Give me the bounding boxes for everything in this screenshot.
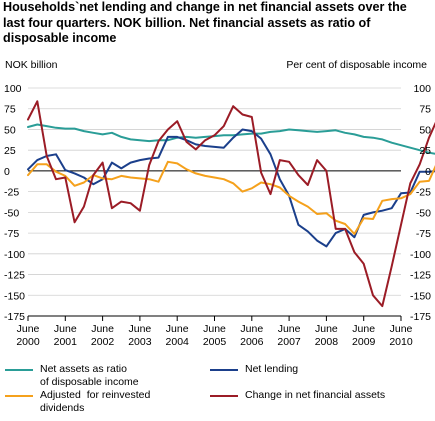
right-axis-unit-label: Per cent of disposable income — [286, 59, 427, 71]
x-tick-label-month: June — [278, 323, 301, 335]
y-tick-label-left: -175 — [4, 311, 25, 323]
legend-label: Net assets as ratio of disposable income — [40, 363, 139, 388]
y-tick-label-right: 0 — [425, 166, 431, 178]
y-tick-label-left: -100 — [4, 249, 25, 261]
x-tick-label-year: 2001 — [54, 336, 78, 348]
legend-label-line-2: of disposable income — [40, 375, 139, 388]
x-tick-label-year: 2006 — [240, 336, 264, 348]
y-tick-label-right: -25 — [416, 187, 431, 199]
y-tick-label-left: 25 — [4, 145, 16, 157]
legend-swatch — [5, 395, 33, 397]
legend-label-line-1: Net assets as ratio — [40, 363, 127, 375]
x-tick-label-month: June — [17, 323, 40, 335]
legend-swatch — [5, 369, 33, 371]
y-tick-label-right: -125 — [410, 270, 431, 282]
series-line-adjusted — [27, 160, 435, 235]
y-tick-label-left: 50 — [4, 124, 16, 136]
x-tick-label-year: 2002 — [91, 336, 115, 348]
grid-lines — [27, 87, 402, 321]
x-tick-label-year: 2008 — [315, 336, 339, 348]
legend-label: Net lending — [245, 363, 299, 375]
legend-label: Adjusted for reinvested dividends — [40, 389, 150, 414]
chart-title: Households`net lending and change in net… — [3, 0, 431, 47]
legend-label: Change in net financial assets — [245, 389, 386, 401]
x-tick-label-year: 2009 — [352, 336, 376, 348]
x-tick-label-month: June — [91, 323, 114, 335]
y-tick-label-left: -125 — [4, 270, 25, 282]
chart-title-line-2: last four quarters. NOK billion. Net fin… — [3, 15, 371, 30]
y-tick-label-left: -50 — [4, 207, 19, 219]
x-tick-label-year: 2000 — [16, 336, 40, 348]
legend-label-line-2: dividends — [40, 401, 85, 414]
legend-swatch — [210, 369, 238, 371]
y-tick-label-right: 25 — [419, 145, 431, 157]
y-tick-label-left: 100 — [4, 83, 22, 95]
axis-ticks: 100 100 75 75 50 50 25 25 0 0 -25 -25 -50 -50 -75 -75 -1… — [4, 83, 431, 348]
x-tick-label-year: 2004 — [166, 336, 190, 348]
y-tick-label-left: 0 — [4, 166, 10, 178]
x-tick-label-year: 2003 — [128, 336, 152, 348]
legend-swatch — [210, 395, 238, 397]
left-axis-unit-label: NOK billion — [5, 59, 58, 71]
series-line-change-in-net-financial-assets — [27, 100, 435, 308]
x-tick-label-month: June — [203, 323, 226, 335]
x-tick-label-year: 2005 — [203, 336, 227, 348]
y-tick-label-right: -50 — [416, 207, 431, 219]
x-tick-label-month: June — [352, 323, 375, 335]
y-tick-label-right: 100 — [413, 83, 431, 95]
y-tick-label-left: -25 — [4, 187, 19, 199]
y-tick-label-left: -150 — [4, 290, 25, 302]
y-tick-label-right: -100 — [410, 249, 431, 261]
y-tick-label-left: -75 — [4, 228, 19, 240]
y-tick-label-right: -150 — [410, 290, 431, 302]
x-tick-label-month: June — [166, 323, 189, 335]
x-tick-label-month: June — [54, 323, 77, 335]
y-tick-label-right: 75 — [419, 104, 431, 116]
y-tick-label-right: -75 — [416, 228, 431, 240]
legend-label-line-1: Adjusted for reinvested — [40, 389, 151, 401]
series-line-net-assets-ratio — [27, 123, 435, 155]
y-tick-label-right: -175 — [410, 311, 431, 323]
x-tick-label-month: June — [390, 323, 413, 335]
x-tick-label-month: June — [240, 323, 263, 335]
x-tick-label-month: June — [315, 323, 338, 335]
chart-title-line-3: disposable income — [3, 31, 117, 45]
x-tick-label-month: June — [129, 323, 152, 335]
y-tick-label-left: 75 — [4, 104, 16, 116]
x-tick-label-year: 2007 — [277, 336, 301, 348]
y-tick-label-right: 50 — [419, 124, 431, 136]
series-lines — [27, 100, 435, 308]
x-tick-label-year: 2010 — [389, 336, 413, 348]
chart-title-line-1: Households`net lending and change in net… — [3, 0, 407, 14]
